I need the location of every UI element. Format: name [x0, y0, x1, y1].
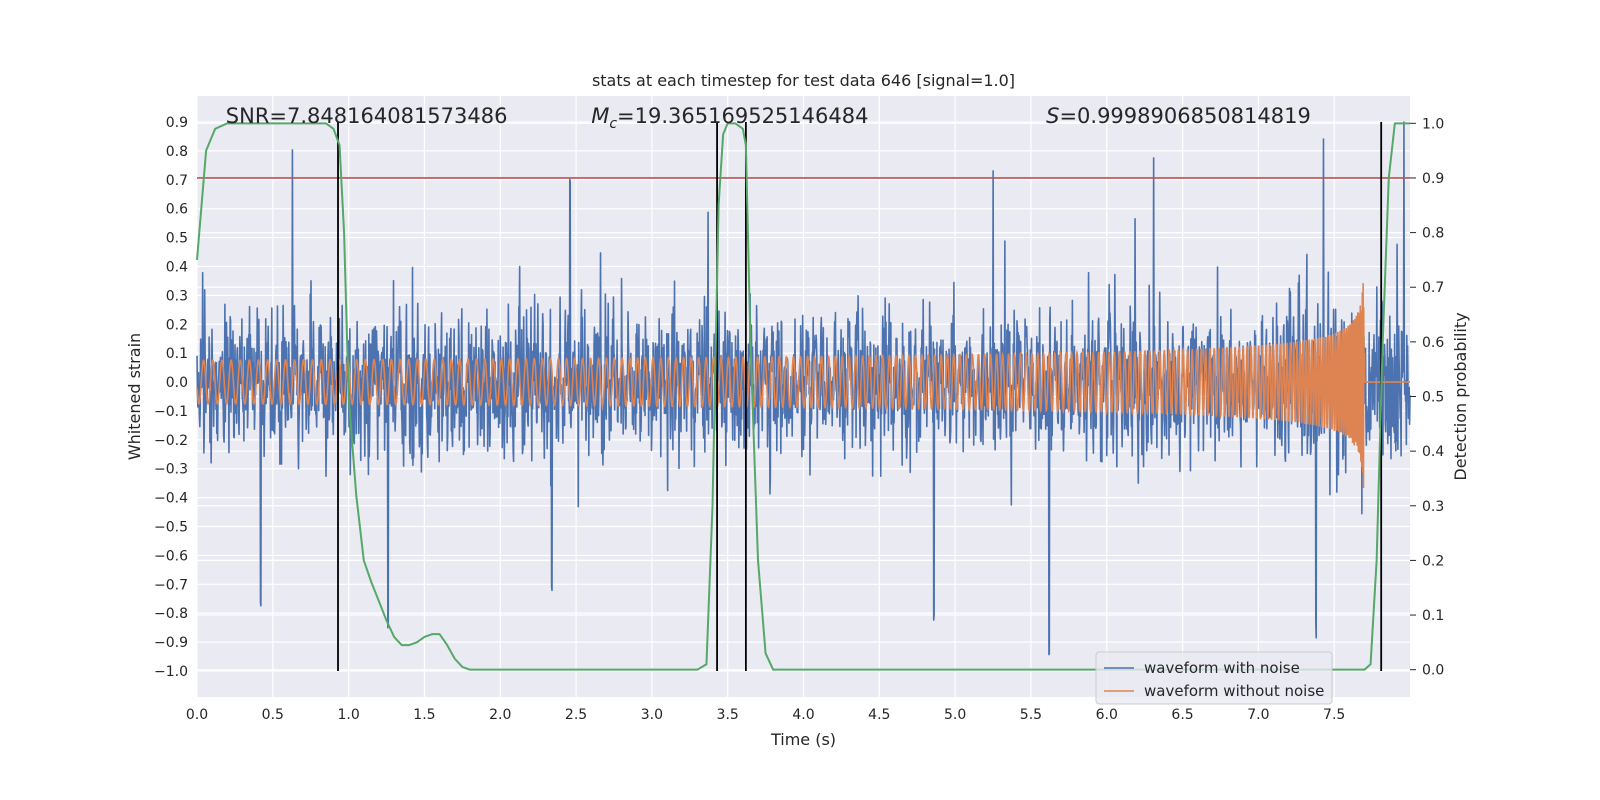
x-tick-label: 1.5: [413, 707, 435, 723]
chirp-mass-annotation: Mc=19.365169525146484: [591, 104, 868, 132]
left-y-axis-ticks: 0.9 0.8 0.7 0.6 0.5 0.4 0.3 0.2 0.1 0.0 −0.1 −0.2 −0…: [154, 115, 188, 680]
left-y-tick-label: −0.5: [154, 520, 188, 536]
right-y-tick-label: 0.7: [1422, 280, 1444, 296]
waveform-with-noise-line: [196, 121, 1411, 656]
right-y-tick-label: 0.5: [1422, 390, 1444, 406]
x-tick-label: 4.0: [792, 707, 814, 723]
chirp-mass-subscript: c: [609, 116, 617, 132]
right-y-axis-label: Detection probability: [1451, 312, 1470, 480]
left-y-axis-label: Whitened strain: [125, 333, 144, 460]
legend-label-waveform-with-noise: waveform with noise: [1144, 659, 1300, 677]
left-y-tick-label: −0.1: [154, 404, 188, 420]
waveform-without-noise-series: [196, 283, 1410, 489]
x-tick-label: 2.0: [489, 707, 511, 723]
left-y-tick-label: −0.7: [154, 577, 188, 593]
s-statistic-value: =0.9998906850814819: [1059, 104, 1310, 128]
left-y-tick-label: −1.0: [154, 664, 188, 680]
left-y-tick-label: 0.7: [166, 173, 188, 189]
left-y-tick-label: −0.9: [154, 635, 188, 651]
s-statistic-symbol: S: [1046, 104, 1059, 128]
x-tick-label: 4.5: [868, 707, 890, 723]
left-y-tick-label: 0.3: [166, 288, 188, 304]
right-y-axis-ticks: 1.0 0.9 0.8 0.7 0.6 0.5 0.4 0.3 0.2 0.1 0.0: [1410, 116, 1444, 679]
right-y-tick-label: 0.2: [1422, 553, 1444, 569]
left-y-tick-label: −0.2: [154, 433, 188, 449]
right-y-tick-label: 0.3: [1422, 499, 1444, 515]
x-tick-label: 0.0: [186, 707, 208, 723]
left-y-tick-label: 0.9: [166, 115, 188, 131]
x-axis-label: Time (s): [770, 730, 836, 749]
chirp-mass-value: =19.365169525146484: [617, 104, 868, 128]
x-tick-label: 6.0: [1096, 707, 1118, 723]
x-tick-label: 6.5: [1171, 707, 1193, 723]
s-statistic-annotation: S=0.9998906850814819: [1046, 104, 1311, 128]
x-tick-label: 5.5: [1020, 707, 1042, 723]
x-tick-label: 7.0: [1247, 707, 1269, 723]
left-y-tick-label: 0.6: [166, 202, 188, 218]
x-axis-ticks: 0.0 0.5 1.0 1.5 2.0 2.5 3.0 3.5 4.0 4.5 5.0 5.5 6.0 6…: [186, 707, 1345, 723]
left-y-tick-label: 0.5: [166, 231, 188, 247]
x-tick-label: 7.5: [1323, 707, 1345, 723]
legend-box: [1095, 651, 1333, 705]
x-tick-label: 0.5: [262, 707, 284, 723]
x-tick-label: 1.0: [337, 707, 359, 723]
chirp-mass-symbol: M: [591, 104, 609, 128]
x-tick-label: 2.5: [565, 707, 587, 723]
left-y-tick-label: 0.8: [166, 144, 188, 160]
left-y-tick-label: 0.2: [166, 317, 188, 333]
left-y-tick-label: −0.8: [154, 606, 188, 622]
snr-annotation: SNR=7.848164081573486: [226, 104, 508, 128]
right-y-tick-label: 1.0: [1422, 116, 1444, 132]
x-tick-label: 3.0: [641, 707, 663, 723]
waveform-with-noise-series: [196, 121, 1411, 656]
left-y-tick-label: −0.4: [154, 491, 188, 507]
left-y-tick-label: −0.3: [154, 462, 188, 478]
left-y-tick-label: 0.4: [166, 259, 188, 275]
legend-label-waveform-without-noise: waveform without noise: [1144, 682, 1324, 700]
x-tick-label: 5.0: [944, 707, 966, 723]
chart-title: stats at each timestep for test data 646…: [592, 71, 1015, 90]
right-y-tick-label: 0.1: [1422, 608, 1444, 624]
left-y-tick-label: 0.1: [166, 346, 188, 362]
right-y-tick-label: 0.6: [1422, 335, 1444, 351]
legend: waveform with noise waveform without noi…: [1095, 651, 1333, 705]
right-y-tick-label: 0.4: [1422, 444, 1444, 460]
right-y-tick-label: 0.8: [1422, 226, 1444, 242]
x-tick-label: 3.5: [717, 707, 739, 723]
left-y-tick-label: −0.6: [154, 548, 188, 564]
right-y-tick-label: 0.0: [1422, 663, 1444, 679]
left-y-tick-label: 0.0: [166, 375, 188, 391]
waveform-without-noise-line: [196, 283, 1410, 489]
right-y-tick-label: 0.9: [1422, 171, 1444, 187]
